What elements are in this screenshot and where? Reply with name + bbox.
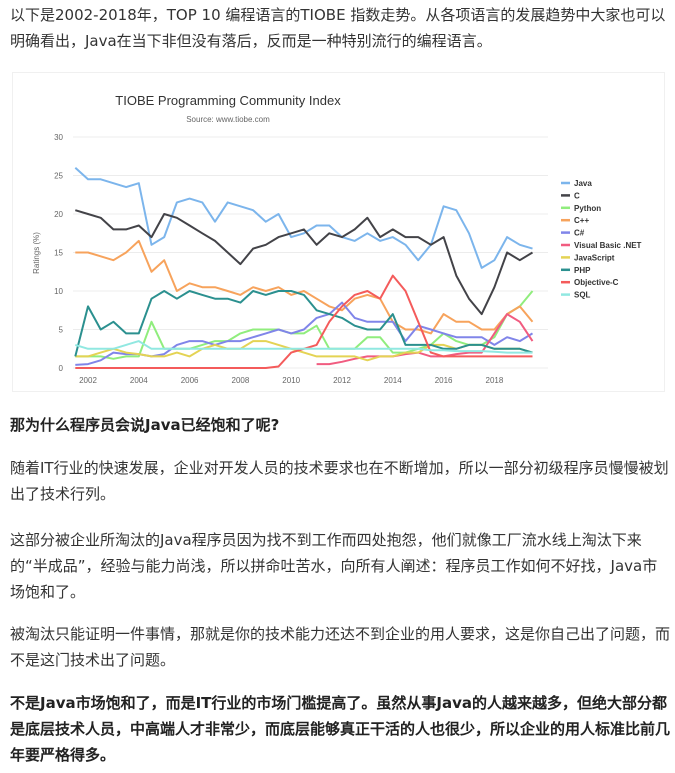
legend-item: Objective-C bbox=[574, 278, 619, 287]
x-tick-label: 2012 bbox=[333, 376, 351, 385]
chart-subtitle: Source: www.tiobe.com bbox=[186, 115, 270, 124]
paragraph-2: 这部分被企业所淘汰的Java程序员因为找不到工作而四处抱怨，他们就像工厂流水线上… bbox=[10, 531, 658, 601]
x-tick-label: 2004 bbox=[130, 376, 148, 385]
series-line-java bbox=[74, 167, 533, 269]
series-line-visual-basic-net bbox=[316, 313, 534, 366]
legend-item: Python bbox=[574, 204, 601, 213]
legend-item: C# bbox=[574, 229, 585, 238]
y-tick-label: 30 bbox=[54, 133, 63, 142]
section-heading: 那为什么程序员会说Java已经饱和了呢? bbox=[10, 416, 280, 434]
legend-item: Visual Basic .NET bbox=[574, 241, 642, 250]
x-tick-label: 2018 bbox=[486, 376, 504, 385]
x-tick-label: 2008 bbox=[232, 376, 250, 385]
legend-item: SQL bbox=[574, 291, 591, 300]
y-tick-label: 0 bbox=[59, 364, 64, 373]
series-line-sql bbox=[75, 340, 533, 354]
y-tick-label: 10 bbox=[54, 287, 63, 296]
x-tick-label: 2014 bbox=[384, 376, 402, 385]
x-tick-label: 2016 bbox=[435, 376, 453, 385]
tiobe-chart-image: TIOBE Programming Community Index Source… bbox=[12, 72, 665, 392]
series-line-c bbox=[75, 209, 534, 316]
tiobe-line-chart: TIOBE Programming Community Index Source… bbox=[32, 93, 642, 385]
legend-item: C++ bbox=[574, 216, 589, 225]
y-axis-label: Ratings (%) bbox=[32, 232, 41, 274]
paragraph-3: 被淘汰只能证明一件事情，那就是你的技术能力还达不到企业的用人要求，这是你自己出了… bbox=[10, 625, 671, 669]
series-line-python bbox=[75, 290, 534, 360]
x-tick-label: 2006 bbox=[181, 376, 199, 385]
legend-item: JavaScript bbox=[574, 253, 615, 262]
paragraph-1: 随着IT行业的快速发展，企业对开发人员的技术要求也在不断增加，所以一部分初级程序… bbox=[10, 459, 669, 503]
series-line-php bbox=[74, 290, 533, 357]
legend-item: Java bbox=[574, 179, 592, 188]
intro-paragraph: 以下是2002-2018年，TOP 10 编程语言的TIOBE 指数走势。从各项… bbox=[10, 6, 666, 50]
legend-item: C bbox=[574, 191, 580, 200]
paragraph-4-bold: 不是Java市场饱和了，而是IT行业的市场门槛提高了。虽然从事Java的人越来越… bbox=[10, 694, 671, 764]
chart-title: TIOBE Programming Community Index bbox=[115, 93, 341, 108]
x-tick-label: 2002 bbox=[79, 376, 97, 385]
y-tick-label: 5 bbox=[59, 326, 64, 335]
legend-item: PHP bbox=[574, 266, 591, 275]
x-tick-label: 2010 bbox=[282, 376, 300, 385]
series-line-c- bbox=[75, 239, 534, 335]
y-tick-label: 20 bbox=[54, 210, 63, 219]
y-tick-label: 25 bbox=[54, 172, 63, 181]
y-tick-label: 15 bbox=[54, 249, 63, 258]
